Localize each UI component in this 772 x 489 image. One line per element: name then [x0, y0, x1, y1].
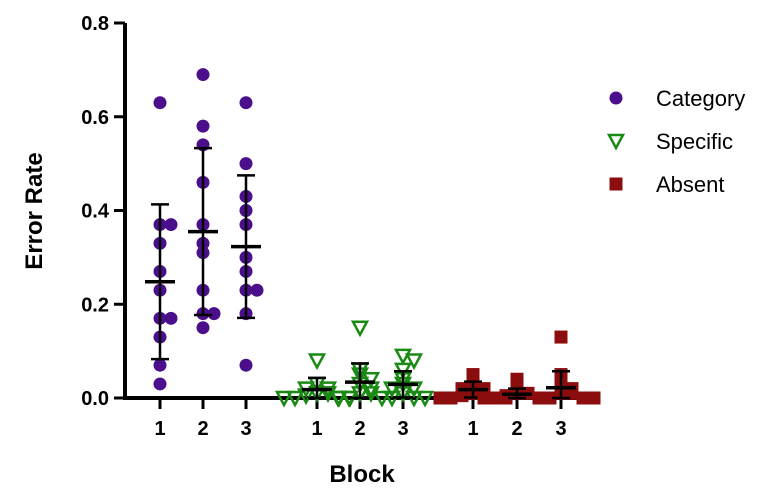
- data-point: [250, 283, 264, 297]
- data-point: [382, 381, 402, 399]
- data-point: [164, 218, 178, 232]
- y-tick-label: 0.4: [81, 201, 110, 223]
- data-point: [196, 68, 210, 82]
- x-tick-label: 1: [154, 418, 165, 440]
- data-point: [239, 157, 253, 171]
- series-category: [145, 68, 264, 391]
- legend-item-specific: Specific: [606, 129, 733, 154]
- series-absent: [433, 330, 601, 405]
- data-point: [565, 386, 579, 400]
- data-point: [350, 320, 370, 338]
- data-point: [488, 391, 502, 405]
- data-point: [415, 390, 435, 408]
- x-tick-label: 2: [197, 418, 208, 440]
- data-point: [207, 307, 221, 321]
- legend-marker: [609, 91, 623, 105]
- data-point: [393, 348, 413, 366]
- data-point: [404, 381, 424, 399]
- data-point: [477, 391, 491, 405]
- data-point: [274, 390, 294, 408]
- data-point: [576, 391, 590, 405]
- data-point: [361, 386, 381, 403]
- x-tick-label: 2: [511, 418, 522, 440]
- data-point: [404, 353, 424, 371]
- data-point: [361, 372, 381, 389]
- data-point: [554, 330, 568, 344]
- y-tick-label: 0.2: [81, 294, 109, 316]
- x-tick-label: 3: [240, 418, 251, 440]
- data-point: [285, 390, 305, 408]
- legend-label: Category: [656, 86, 745, 111]
- y-axis-title: Error Rate: [21, 152, 48, 269]
- x-tick-label: 3: [555, 418, 566, 440]
- data-point: [153, 358, 167, 372]
- y-axis: 0.0 0.2 0.4 0.6 0.8: [81, 13, 127, 410]
- y-tick-label: 0.8: [81, 13, 109, 35]
- data-point: [444, 391, 458, 405]
- data-point: [372, 390, 392, 408]
- data-point: [239, 96, 253, 110]
- x-axis-title: Block: [329, 461, 395, 488]
- x-axis: 1 2 3 1 2 3 1 2 3: [123, 396, 597, 440]
- data-point: [587, 391, 601, 405]
- x-tick-label: 1: [467, 418, 478, 440]
- data-point: [196, 119, 210, 133]
- data-point: [153, 96, 167, 110]
- data-point: [328, 390, 348, 408]
- data-point: [164, 311, 178, 325]
- y-tick-label: 0.6: [81, 107, 109, 129]
- data-point: [239, 358, 253, 372]
- series-specific: [274, 320, 435, 408]
- data-point: [196, 321, 210, 335]
- legend-marker: [606, 133, 626, 151]
- x-tick-label: 1: [311, 418, 322, 440]
- data-point: [433, 391, 447, 405]
- y-tick-label: 0.0: [81, 388, 109, 410]
- legend: Category Specific Absent: [606, 86, 745, 197]
- data-point: [307, 353, 327, 371]
- data-point: [532, 391, 546, 405]
- x-tick-label: 2: [354, 418, 365, 440]
- plot-marks: [145, 68, 601, 408]
- x-tick-label: 3: [397, 418, 408, 440]
- legend-label: Specific: [656, 129, 733, 154]
- legend-label: Absent: [656, 172, 725, 197]
- legend-marker: [609, 177, 623, 191]
- legend-item-absent: Absent: [609, 172, 725, 197]
- legend-item-category: Category: [609, 86, 745, 111]
- data-point: [153, 377, 167, 391]
- data-point: [543, 391, 557, 405]
- data-point: [455, 389, 469, 403]
